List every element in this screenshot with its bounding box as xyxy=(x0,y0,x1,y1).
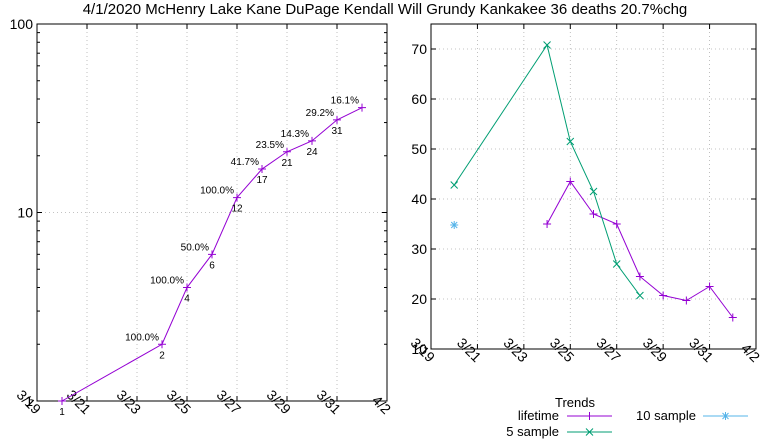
legend-marker-5-sample xyxy=(585,428,594,436)
legend-label-5-sample: 5 sample xyxy=(506,424,559,439)
data-label-3-25: 4 xyxy=(184,294,190,305)
data-point-lifetime-3-31 xyxy=(705,282,714,291)
data-point-lifetime-3-29 xyxy=(659,291,668,300)
x-tick-label-3-27: 3/27 xyxy=(214,387,245,418)
data-point-3-20 xyxy=(58,397,66,405)
y-tick-label-10: 10 xyxy=(411,341,427,357)
chart-title: 4/1/2020 McHenry Lake Kane DuPage Kendal… xyxy=(83,1,688,18)
data-point-lifetime-3-27 xyxy=(612,220,621,228)
data-label-3-29: 21 xyxy=(281,158,293,169)
pct-change-label-3-25: 100.0% xyxy=(150,276,184,287)
data-point-5-sample-3-25 xyxy=(566,137,575,146)
y-tick-label-70: 70 xyxy=(411,41,427,57)
right-chart: 3/19 3/21 3/23 3/25 3/27 3/29 3/31 4/2102030405… xyxy=(408,23,763,366)
x-tick-label-4-2: 4/2 xyxy=(738,340,763,365)
data-point-10-sample-3-20 xyxy=(450,221,459,229)
data-point-3-29 xyxy=(283,147,291,156)
series-line-deaths xyxy=(61,107,363,402)
data-point-4-1 xyxy=(358,103,366,112)
plot-frame xyxy=(430,23,757,350)
data-point-5-sample-3-28 xyxy=(636,291,644,300)
y-tick-label-10: 10 xyxy=(17,205,33,221)
legend-label-10-sample: 10 sample xyxy=(636,408,696,423)
legend-marker-10-sample xyxy=(721,412,730,420)
data-point-lifetime-4-1 xyxy=(728,313,737,322)
series-line-lifetime xyxy=(546,180,734,318)
data-label-3-24: 2 xyxy=(159,350,165,361)
x-tick-label-3-25: 3/25 xyxy=(164,387,195,418)
pct-change-label-3-29: 23.5% xyxy=(256,140,284,151)
legend-label-lifetime: lifetime xyxy=(518,408,559,423)
pct-change-label-4-1: 16.1% xyxy=(331,96,359,107)
pct-change-label-3-26: 50.0% xyxy=(181,242,209,253)
data-point-5-sample-3-24 xyxy=(543,41,551,49)
pct-change-label-3-27: 100.0% xyxy=(200,186,234,197)
x-tick-label-3-23: 3/23 xyxy=(114,387,145,418)
data-point-3-27 xyxy=(233,193,241,202)
pct-change-label-3-24: 100.0% xyxy=(125,332,159,343)
data-point-5-sample-3-27 xyxy=(612,260,621,268)
data-label-3-30: 24 xyxy=(306,147,318,158)
x-tick-label-3-31: 3/31 xyxy=(686,335,717,366)
data-point-lifetime-3-30 xyxy=(682,296,691,305)
data-point-3-30 xyxy=(308,136,316,145)
data-point-lifetime-3-24 xyxy=(543,220,552,228)
data-label-3-26: 6 xyxy=(209,260,215,271)
series-line-5-sample xyxy=(453,43,641,296)
data-point-3-31 xyxy=(333,115,341,124)
x-tick-label-3-27: 3/27 xyxy=(593,335,624,366)
x-tick-label-3-25: 3/25 xyxy=(547,335,578,366)
data-label-3-28: 17 xyxy=(256,175,268,186)
data-label-3-31: 31 xyxy=(331,126,343,137)
pct-change-label-3-31: 29.2% xyxy=(306,108,334,119)
y-tick-label-1: 1 xyxy=(25,393,33,409)
x-tick-label-4-2: 4/2 xyxy=(369,392,394,417)
plot-frame xyxy=(36,23,388,402)
x-tick-label-3-31: 3/31 xyxy=(314,387,345,418)
pct-change-label-3-28: 41.7% xyxy=(231,157,259,168)
y-tick-label-50: 50 xyxy=(411,141,427,157)
y-tick-label-40: 40 xyxy=(411,191,427,207)
data-point-5-sample-3-26 xyxy=(589,187,598,196)
data-label-3-27: 12 xyxy=(231,204,243,215)
pct-change-label-3-30: 14.3% xyxy=(281,129,309,140)
y-tick-label-60: 60 xyxy=(411,91,427,107)
x-tick-label-3-23: 3/23 xyxy=(500,335,531,366)
y-tick-label-30: 30 xyxy=(411,241,427,257)
x-tick-label-3-29: 3/29 xyxy=(640,335,671,366)
data-point-3-25 xyxy=(183,283,191,292)
x-tick-label-3-21: 3/21 xyxy=(454,335,485,366)
data-point-3-26 xyxy=(208,250,216,259)
data-label-3-20: 1 xyxy=(59,407,65,418)
data-point-lifetime-3-25 xyxy=(566,177,575,186)
legend-title: Trends xyxy=(555,395,595,410)
data-point-3-24 xyxy=(158,340,166,349)
data-point-3-28 xyxy=(258,165,266,174)
legend: Trends lifetime 5 sample 10 sample xyxy=(506,395,748,439)
legend-marker-lifetime xyxy=(585,412,594,420)
y-tick-label-100: 100 xyxy=(10,16,34,32)
y-tick-label-20: 20 xyxy=(411,291,427,307)
left-chart: 3/19 3/21 3/23 3/25 3/27 3/29 3/31 4/2110100121… xyxy=(10,16,395,418)
data-point-5-sample-3-20 xyxy=(450,181,459,189)
x-tick-label-3-29: 3/29 xyxy=(264,387,295,418)
data-point-lifetime-3-28 xyxy=(635,272,644,281)
data-point-lifetime-3-26 xyxy=(589,210,598,218)
